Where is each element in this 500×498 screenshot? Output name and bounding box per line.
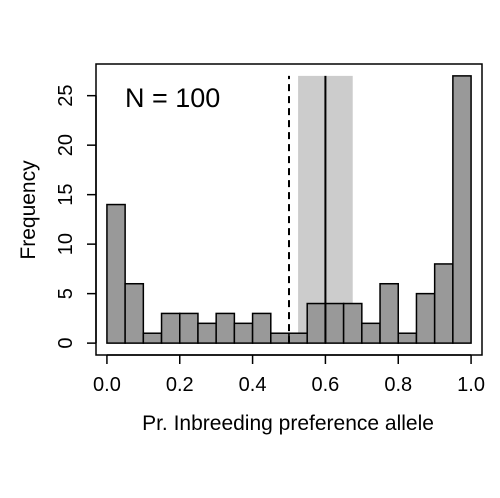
histogram-bar — [361, 322, 381, 344]
y-tick-label: 5 — [55, 288, 77, 299]
sample-size-annotation: N = 100 — [125, 83, 220, 113]
histogram-bar — [179, 312, 199, 344]
histogram-bar — [124, 282, 145, 344]
y-tick-label: 20 — [55, 134, 77, 156]
x-tick-label: 0.0 — [93, 374, 121, 396]
histogram-bar — [452, 75, 472, 344]
x-tick-label: 0.8 — [384, 374, 412, 396]
bars-layer — [106, 75, 472, 344]
x-tick-label: 0.2 — [166, 374, 194, 396]
y-axis-title: Frequency — [17, 160, 40, 260]
reference-lines-layer — [288, 75, 327, 344]
histogram-bar — [288, 332, 308, 344]
histogram-bar — [379, 282, 399, 344]
histogram-bar — [433, 263, 454, 344]
y-tick-label: 10 — [55, 233, 77, 255]
x-tick-label: 0.4 — [239, 374, 267, 396]
histogram-bar — [251, 312, 272, 344]
x-axis: 0.0 0.2 0.4 0.6 0.8 1.0 — [93, 354, 485, 396]
y-axis: 0 5 10 15 20 25 — [55, 85, 97, 349]
histogram-bar — [306, 302, 327, 344]
x-axis-title: Pr. Inbreeding preference allele — [142, 412, 434, 435]
histogram-bar — [324, 302, 345, 344]
histogram-bar — [197, 322, 217, 344]
y-tick-label: 25 — [55, 85, 77, 107]
x-tick-label: 1.0 — [457, 374, 485, 396]
histogram-bar — [233, 322, 254, 344]
histogram-bar — [397, 332, 418, 344]
histogram-bar — [215, 312, 236, 344]
y-tick-label: 15 — [55, 184, 77, 206]
histogram-bar — [342, 302, 363, 344]
histogram-bar — [270, 332, 290, 344]
histogram-bar — [106, 203, 126, 344]
histogram-bar — [160, 312, 181, 344]
y-tick-label: 0 — [55, 338, 77, 349]
histogram-bar — [415, 292, 436, 344]
histogram-bar — [142, 332, 163, 344]
x-tick-label: 0.6 — [312, 374, 340, 396]
